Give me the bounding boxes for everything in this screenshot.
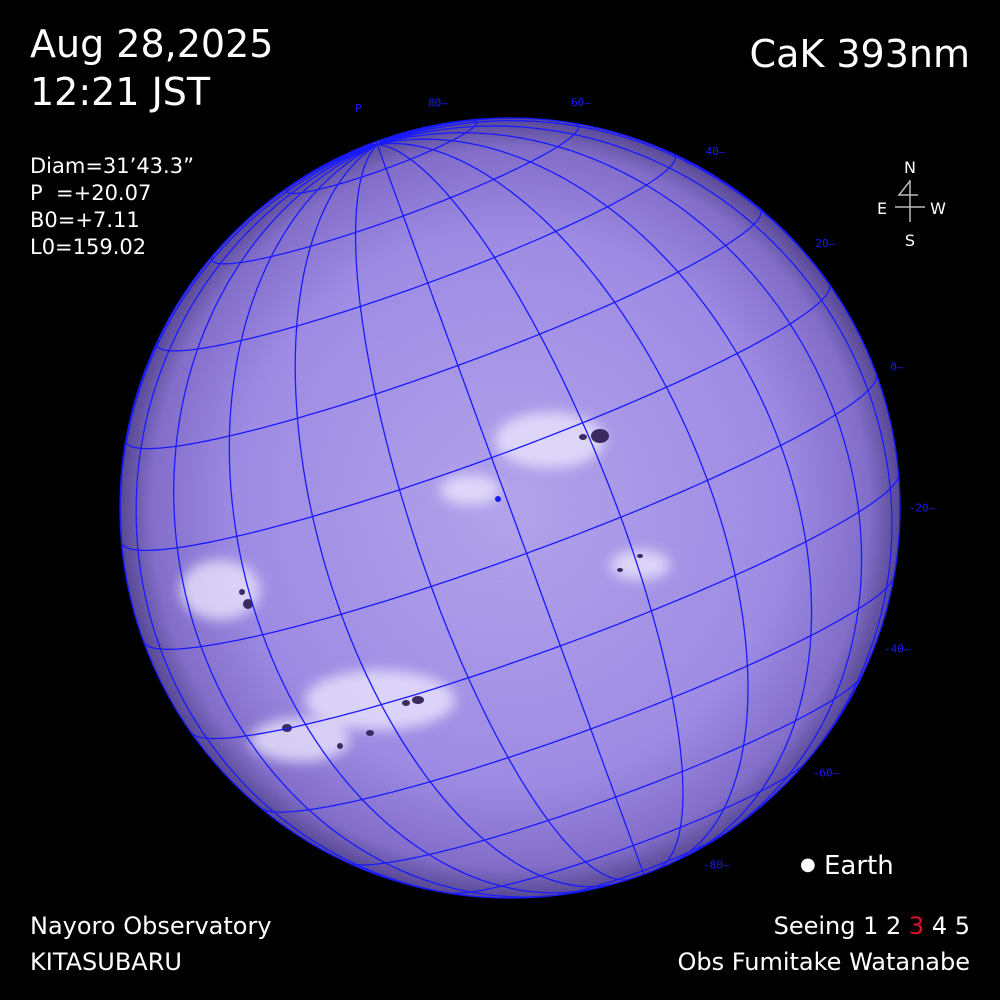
- longitude-line: [376, 144, 645, 875]
- param-p-angle: P =+20.07: [30, 181, 152, 205]
- limb-outline: [119, 117, 901, 899]
- seeing-level-4: 4: [924, 912, 948, 940]
- compass: N S E W: [877, 158, 946, 250]
- latitude-label: -20—: [909, 502, 936, 515]
- compass-south: S: [905, 231, 915, 250]
- longitude-line: [294, 143, 612, 888]
- pole-label: P: [355, 102, 362, 115]
- latitude-label: -60—: [813, 766, 840, 779]
- compass-east: E: [877, 199, 887, 218]
- param-diameter: Diam=31’43.3”: [30, 154, 194, 178]
- longitude-line: [377, 132, 863, 833]
- seeing-level-2: 2: [878, 912, 902, 940]
- latitude-label: 20—: [815, 237, 835, 250]
- param-b0: B0=+7.11: [30, 208, 140, 232]
- heliographic-grid: [119, 117, 901, 899]
- solar-parameters: Diam=31’43.3” P =+20.07 B0=+7.11 L0=159.…: [30, 153, 194, 261]
- compass-west: W: [930, 199, 946, 218]
- seeing-level-3: 3: [901, 912, 925, 940]
- longitude-line: [377, 125, 893, 784]
- longitude-line: [354, 144, 631, 881]
- longitude-line: [377, 138, 813, 852]
- longitude-line: [173, 143, 553, 898]
- compass-north: N: [904, 158, 916, 177]
- earth-label: Earth: [823, 851, 894, 881]
- seeing-rating: Seeing 1 2 3 4 5: [774, 912, 970, 940]
- latitude-label: 60—: [571, 96, 591, 109]
- observation-date: Aug 28,2025: [30, 22, 274, 66]
- longitude-line: [377, 143, 684, 870]
- plage-regions: [180, 412, 670, 762]
- disk-center-dot: [495, 496, 501, 502]
- observer-name: Obs Fumitake Watanabe: [677, 948, 971, 976]
- observatory-site: KITASUBARU: [30, 948, 182, 976]
- seeing-level-1: 1: [855, 912, 879, 940]
- observatory-name: Nayoro Observatory: [30, 912, 272, 940]
- param-l0: L0=159.02: [30, 235, 147, 259]
- sunspots: [239, 429, 643, 749]
- earth-dot-icon: ●: [800, 854, 816, 875]
- latitude-label: -40—: [884, 642, 911, 655]
- observation-time: 12:21 JST: [30, 70, 211, 114]
- seeing-level-5: 5: [947, 912, 970, 940]
- latitude-label: 0—: [890, 361, 904, 374]
- latitude-label: 80—: [428, 96, 448, 109]
- longitude-line: [377, 142, 749, 862]
- wavelength-band: CaK 393nm: [749, 32, 970, 76]
- seeing-label: Seeing: [773, 912, 856, 940]
- latitude-label: 40—: [706, 145, 726, 158]
- latitude-label: -80—: [703, 859, 730, 872]
- longitude-line: [135, 143, 477, 898]
- earth-legend: ● Earth: [800, 851, 894, 881]
- longitude-line: [228, 143, 589, 894]
- latitude-labels: 80— 60— 40— 20— 0— -20— -40— -60— -80—: [428, 96, 936, 871]
